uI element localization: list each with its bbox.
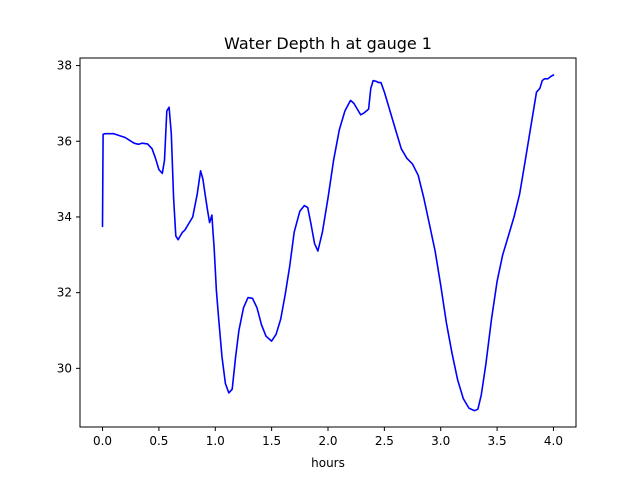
y-tick-label: 30: [57, 361, 72, 375]
x-tick-label: 1.0: [206, 434, 225, 448]
x-tick-label: 4.0: [544, 434, 563, 448]
x-axis: 0.0 0.5 1.0 1.5 2.0 2.5 3.0 3.5 4.0: [93, 427, 563, 448]
series-layer: [101, 74, 555, 412]
y-axis: 30 32 34 36 38: [57, 59, 80, 375]
x-tick-label: 0.5: [149, 434, 168, 448]
x-tick-label: 3.0: [431, 434, 450, 448]
chart-title: Water Depth h at gauge 1: [224, 34, 432, 53]
x-tick-label: 0.0: [93, 434, 112, 448]
y-tick-label: 38: [57, 59, 72, 73]
y-tick-label: 34: [57, 210, 72, 224]
series-line-0: [101, 74, 555, 412]
x-tick-label: 2.0: [318, 434, 337, 448]
x-axis-label: hours: [311, 456, 345, 470]
y-tick-label: 32: [57, 286, 72, 300]
x-tick-label: 2.5: [375, 434, 394, 448]
y-tick-label: 36: [57, 134, 72, 148]
x-tick-label: 3.5: [488, 434, 507, 448]
x-tick-label: 1.5: [262, 434, 281, 448]
